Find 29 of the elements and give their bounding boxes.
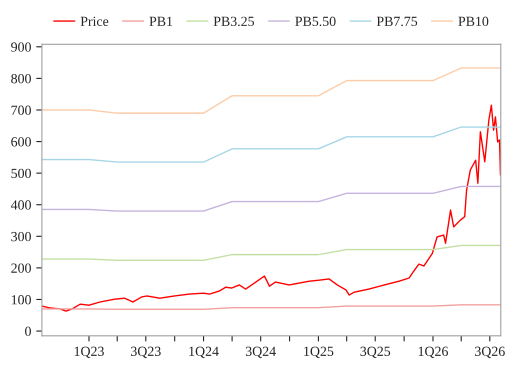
line-series	[42, 67, 501, 114]
x-tick-label: 1Q25	[304, 346, 334, 358]
line-series	[42, 126, 501, 163]
y-tick-label: 800	[11, 74, 31, 84]
y-tick-label: 200	[11, 263, 31, 273]
x-tick-label: 1Q26	[418, 346, 448, 358]
y-tick-label: 100	[12, 295, 31, 304]
line-series	[42, 186, 501, 212]
line-series	[42, 244, 501, 261]
legend-label: PB5.50	[295, 16, 336, 26]
legend-label: Price	[80, 16, 108, 26]
legend-label: PB3.25	[214, 16, 254, 26]
x-tick-label: 3Q24	[246, 346, 276, 358]
legend-label: PB1	[149, 16, 172, 26]
line-series	[42, 104, 501, 312]
x-tick-label: 1Q24	[189, 346, 219, 358]
legend-label: PB10	[458, 16, 488, 26]
y-tick-label: 500	[11, 168, 31, 178]
y-tick-label: 0	[25, 326, 31, 336]
y-tick-label: 400	[10, 200, 31, 210]
x-tick-label: 3Q23	[131, 346, 161, 358]
legend-label: PB7.75	[376, 16, 418, 26]
y-tick-label: 300	[11, 232, 31, 242]
y-tick-label: 600	[11, 137, 31, 147]
x-tick-label: 1Q23	[74, 346, 104, 358]
x-tick-label: 3Q25	[360, 346, 390, 358]
y-tick-label: 700	[12, 106, 31, 115]
x-tick-label: 3Q26	[475, 346, 505, 358]
y-tick-label: 900	[11, 42, 31, 52]
